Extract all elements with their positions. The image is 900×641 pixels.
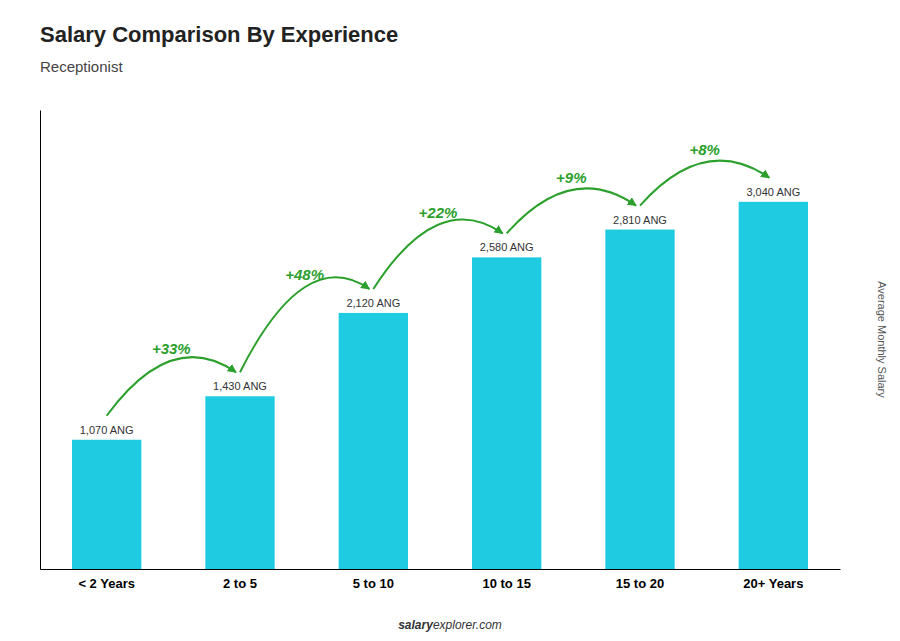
bar [72,440,141,569]
title: Salary Comparison By Experience [40,22,398,47]
x-tick: 20+ Years [743,576,803,591]
x-tick: 2 to 5 [223,576,257,591]
change-label: +48% [285,266,324,283]
bar [739,202,808,569]
change-arrow [640,161,769,206]
footer-part: explorer.com [433,618,502,632]
y-axis-line [40,111,41,570]
x-tick-label: < 2 Years [78,576,135,591]
bar [205,396,274,569]
bar [605,230,674,569]
x-tick-label: 10 to 15 [482,576,530,591]
change-arrow [240,277,369,372]
subtitle: Receptionist [40,58,123,75]
x-tick: < 2 Years [78,576,135,591]
x-tick-label: 20+ Years [743,576,803,591]
plot: < 2 Years 2 to 5 5 to 10 10 to 15 15 to 20 20… [41,111,841,592]
x-axis: < 2 Years 2 to 5 5 to 10 10 to 15 15 to 20 20… [41,570,841,592]
data-label: 2,810 ANG [613,214,667,226]
data-label: 1,430 ANG [213,380,267,392]
change-label: +22% [419,204,458,221]
data-label: 1,070 ANG [80,424,134,436]
y-axis-title: Average Monthly Salary [876,281,888,398]
data-label: 2,580 ANG [480,241,534,253]
x-tick-label: 2 to 5 [223,576,257,591]
y-axis [40,111,41,570]
change-label: +9% [556,169,586,186]
change-arrow [373,219,502,288]
x-tick: 15 to 20 [616,576,664,591]
x-tick-label: 5 to 10 [353,576,394,591]
change-annotations: +33% +48% +22% +9% +8% [107,141,770,416]
data-label: 3,040 ANG [746,186,800,198]
change-arrow [107,357,236,416]
change-arrow [507,188,636,233]
x-axis-line [41,569,841,570]
footer-part: salary [398,618,434,632]
change-label: +33% [152,340,191,357]
x-tick: 10 to 15 [482,576,530,591]
bars [72,202,808,569]
x-tick-label: 15 to 20 [616,576,664,591]
footer: salaryexplorer.com [398,618,502,632]
data-label: 2,120 ANG [346,297,400,309]
data-labels: 1,070 ANG 1,430 ANG 2,120 ANG 2,580 ANG 2,81… [80,186,800,436]
chart: Salary Comparison By Experience Reception… [0,0,900,641]
bar [472,257,541,569]
x-tick: 5 to 10 [353,576,394,591]
bar [339,313,408,569]
change-label: +8% [689,141,719,158]
